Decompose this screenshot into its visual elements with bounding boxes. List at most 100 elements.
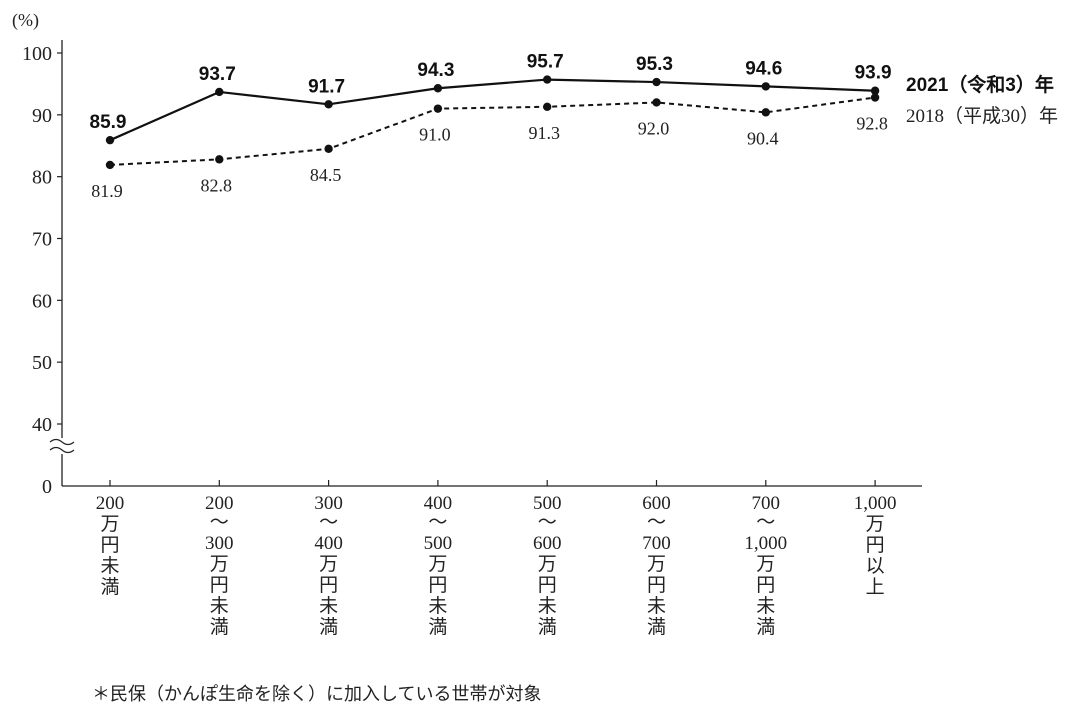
data-label-2021: 93.9	[855, 63, 892, 84]
data-label-2018: 92.8	[856, 114, 888, 134]
data-label-2018: 92.0	[638, 118, 670, 138]
x-category-label-line: 満	[647, 616, 666, 638]
data-point-marker	[324, 144, 333, 154]
x-category-label-line: 未	[647, 595, 666, 617]
x-category-label-line: ～	[538, 512, 557, 533]
x-category-label-line: 未	[428, 595, 447, 617]
axis-break-mark	[49, 438, 75, 446]
legend: 2021（令和3）年 2018（平成30）年	[906, 73, 1058, 127]
x-category-label-line: 万	[866, 514, 885, 535]
data-labels: 85.9 93.7 91.7 94.3 95.7 95.3 94.6 93.9 81.9 82.8…	[90, 52, 892, 201]
x-category-label-line: 500	[533, 493, 562, 514]
data-label-2018: 81.9	[91, 181, 123, 201]
x-category-label: 300 ～ 400 万円未満	[314, 493, 343, 638]
x-category-label-line: 万	[100, 514, 119, 535]
data-point-marker	[433, 84, 443, 93]
data-point-marker	[761, 108, 770, 117]
x-category-label-line: 上	[866, 576, 885, 598]
y-tick-label: 60	[32, 290, 52, 312]
series-lines	[105, 75, 880, 170]
x-category-label-line: 円	[428, 575, 447, 596]
data-point-marker	[652, 98, 661, 107]
x-category-label-line: 円	[756, 575, 775, 596]
data-point-marker	[215, 87, 224, 97]
y-tick-label: 50	[32, 352, 52, 374]
data-point-marker	[652, 77, 661, 87]
data-point-marker	[215, 155, 224, 164]
data-label-2018: 82.8	[201, 175, 233, 195]
x-category-label-line: 700	[642, 533, 671, 554]
x-category-label: 500 ～ 600 万円未満	[533, 493, 562, 638]
data-point-marker	[543, 75, 552, 84]
data-label-2021: 93.7	[199, 64, 236, 85]
data-point-marker	[761, 82, 770, 91]
x-category-label-line: 円	[319, 575, 338, 596]
x-category-label-line: 500	[424, 533, 453, 554]
x-category-label-line: 満	[100, 576, 119, 598]
x-category-label-line: 満	[319, 616, 338, 638]
x-category-label-line: 未	[756, 595, 775, 617]
x-category-label-line: 万	[756, 554, 775, 575]
x-category-label-line: 満	[210, 616, 229, 638]
axis-break-mark	[49, 446, 75, 454]
y-axis-unit-label: (%)	[12, 10, 39, 31]
x-category-label-line: 200	[205, 493, 234, 514]
x-category-label-line: 1,000	[854, 493, 897, 514]
x-category-label-line: ～	[428, 512, 447, 533]
x-category-label-line: 200	[96, 493, 125, 514]
x-category-label: 400 ～ 500 万円未満	[424, 493, 453, 638]
y-tick-label: 100	[22, 43, 52, 65]
data-point-marker	[543, 102, 552, 111]
y-axis: 100 90 80 70 60 50 40 0	[22, 40, 75, 498]
x-category-label-line: 満	[428, 616, 447, 638]
x-category-label-line: 円	[647, 575, 666, 596]
series-line-2021	[109, 78, 876, 142]
x-category-label-line: 万	[538, 554, 557, 575]
x-category-label-line: 円	[210, 575, 229, 596]
y-tick-label: 40	[32, 414, 52, 436]
x-category-label-line: ～	[210, 512, 229, 533]
data-point-marker	[433, 104, 443, 113]
data-label-2018: 90.4	[747, 128, 779, 148]
x-category-label-line: 400	[424, 493, 453, 514]
data-label-2021: 94.3	[417, 60, 454, 81]
x-category-label-line: 万	[428, 554, 447, 575]
data-label-2021: 85.9	[90, 112, 127, 133]
data-point-marker	[870, 93, 880, 102]
y-tick-label: 0	[42, 476, 52, 498]
x-category-label-line: ～	[647, 512, 666, 533]
data-point-marker	[324, 100, 333, 109]
x-category-label: 600 ～ 700 万円未満	[642, 493, 671, 638]
x-category-label-line: 1,000	[744, 533, 787, 554]
legend-2018: 2018（平成30）年	[906, 105, 1058, 127]
data-point-marker	[105, 160, 115, 170]
x-category-label: 200 万円未満	[96, 493, 125, 598]
data-label-2018: 91.3	[528, 123, 560, 143]
data-point-marker	[105, 135, 115, 145]
data-label-2021: 94.6	[745, 58, 782, 79]
footnote: ＊民保（かんぽ生命を除く）に加入している世帯が対象	[92, 684, 542, 705]
legend-2021: 2021（令和3）年	[906, 73, 1054, 96]
data-label-2021: 91.7	[308, 76, 345, 97]
x-category-label: 700 ～ 1,000 万円未満	[744, 493, 787, 638]
x-category-label-line: 未	[210, 595, 229, 617]
x-category-label-line: 600	[533, 533, 562, 554]
data-label-2018: 91.0	[419, 125, 451, 145]
series-line-2018	[109, 96, 876, 166]
x-category-label-line: 300	[205, 533, 234, 554]
x-category-label: 200 ～ 300 万円未満	[205, 493, 234, 638]
x-category-label-line: ～	[756, 512, 775, 533]
y-tick-label: 80	[32, 167, 52, 189]
data-point-marker	[870, 86, 880, 95]
x-category-label-line: 300	[314, 493, 343, 514]
x-category-label-line: 万	[647, 554, 666, 575]
data-label-2021: 95.7	[527, 52, 564, 73]
x-category-label-line: ～	[319, 512, 338, 533]
x-category-label-line: 600	[642, 493, 671, 514]
x-category-label-line: 700	[752, 493, 781, 514]
x-category-label-line: 万	[319, 554, 338, 575]
y-tick-label: 90	[32, 105, 52, 127]
x-category-label-line: 未	[100, 555, 119, 577]
x-category-label-line: 未	[538, 595, 557, 617]
